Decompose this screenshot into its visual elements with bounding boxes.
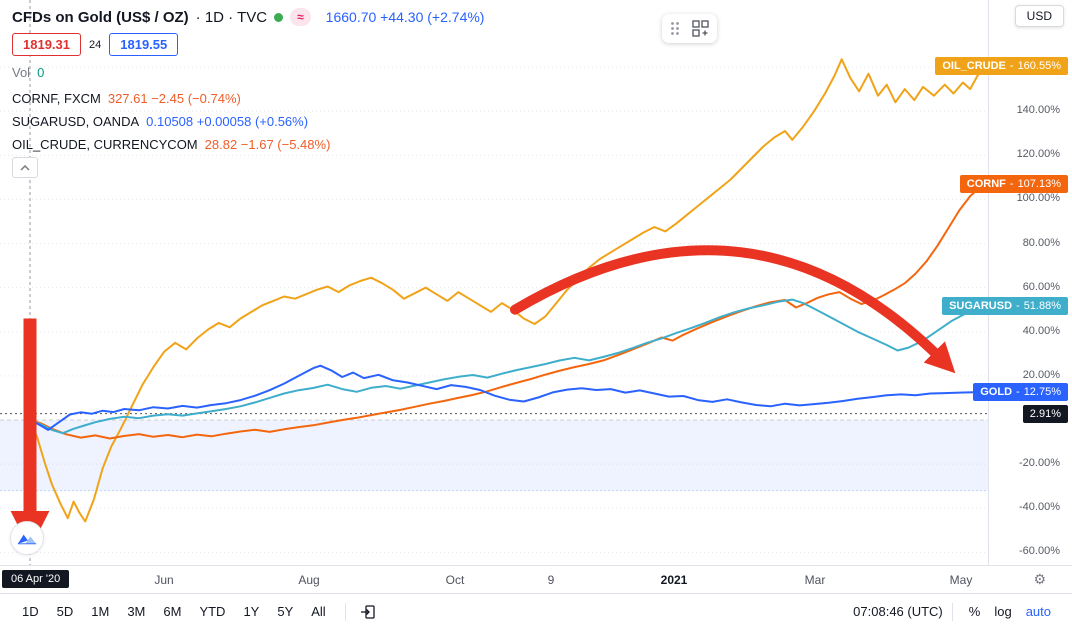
- price-axis-tick: 20.00%: [1022, 368, 1060, 381]
- series-line-cornf[interactable]: [29, 182, 986, 440]
- series-line-gold[interactable]: [29, 364, 986, 431]
- sell-price-button[interactable]: 1819.31: [12, 33, 81, 56]
- toolbar-divider: [344, 602, 346, 621]
- compare-row-sugarusd: SUGARUSD, OANDA 0.10508 +0.00058 (+0.56%…: [12, 114, 308, 129]
- range-button-5y[interactable]: 5Y: [269, 601, 301, 622]
- bottom-toolbar: 1D 5D 1M 3M 6M YTD 1Y 5Y All 07:08:46 (UTC) % lo…: [0, 593, 1072, 629]
- last-change: +44.30 (+2.74%): [380, 9, 485, 25]
- price-axis-tick: 40.00%: [1022, 324, 1060, 337]
- range-button-1m[interactable]: 1M: [83, 601, 117, 622]
- tradingview-logo-button[interactable]: [10, 521, 44, 555]
- range-button-all[interactable]: All: [303, 601, 333, 622]
- log-scale-button[interactable]: log: [987, 601, 1018, 622]
- chart-plot-area[interactable]: [0, 0, 988, 565]
- grip-dots-icon: [671, 22, 679, 35]
- last-quote: 1660.70 +44.30 (+2.74%): [326, 9, 485, 25]
- range-button-1y[interactable]: 1Y: [235, 601, 267, 622]
- time-axis-tick: May: [949, 573, 973, 587]
- time-axis-tick: Oct: [445, 573, 465, 587]
- baseline-band: [0, 420, 988, 491]
- compare-row-cornf: CORNF, FXCM 327.61 −2.45 (−0.74%): [12, 91, 241, 106]
- toolbar-divider: [951, 602, 953, 621]
- drag-handle[interactable]: [662, 14, 717, 43]
- time-axis-tick: 9: [547, 573, 555, 587]
- goto-date-icon: [360, 604, 375, 619]
- clock[interactable]: 07:08:46 (UTC): [853, 604, 943, 619]
- currency-toggle-button[interactable]: USD: [1014, 5, 1064, 27]
- range-button-6m[interactable]: 6M: [155, 601, 189, 622]
- buy-price-button[interactable]: 1819.55: [109, 33, 179, 56]
- range-button-ytd[interactable]: YTD: [191, 601, 233, 622]
- compare-symbol-name[interactable]: CORNF, FXCM: [12, 91, 101, 106]
- compare-symbol-name[interactable]: SUGARUSD, OANDA: [12, 114, 140, 129]
- chevron-up-icon: [20, 164, 30, 171]
- series-line-sugarusd[interactable]: [29, 298, 986, 435]
- volume-label: Vol: [12, 65, 31, 80]
- last-price: 1660.70: [325, 9, 377, 25]
- compare-row-oil-crude: OIL_CRUDE, CURRENCYCOM 28.82 −1.67 (−5.4…: [12, 137, 330, 152]
- mountains-logo-icon: [17, 534, 37, 545]
- price-axis-tick: 140.00%: [1016, 104, 1060, 117]
- volume-value: 0: [37, 65, 45, 80]
- price-axis-tick: 120.00%: [1016, 148, 1060, 161]
- range-button-3m[interactable]: 3M: [119, 601, 153, 622]
- auto-scale-button[interactable]: auto: [1019, 601, 1058, 622]
- price-axis-tick: 80.00%: [1022, 236, 1060, 249]
- price-axis-tick: 100.00%: [1016, 192, 1060, 205]
- delayed-data-icon[interactable]: ≈: [290, 8, 311, 26]
- time-axis[interactable]: 06 Apr '20 ⚙ Jun Aug Oct 9 2021 Mar May: [0, 565, 1072, 593]
- toolbar-right-group: 07:08:46 (UTC) % log auto: [853, 601, 1058, 622]
- crosshair-date-tag: 06 Apr '20: [2, 570, 70, 588]
- date-range-buttons: 1D 5D 1M 3M 6M YTD 1Y 5Y All: [14, 601, 336, 622]
- axis-settings-gear-icon[interactable]: ⚙: [1033, 571, 1046, 587]
- layout-grid-icon[interactable]: [692, 20, 709, 37]
- time-axis-tick: Mar: [804, 573, 826, 587]
- time-axis-tick: 2021: [660, 573, 688, 587]
- range-button-5d[interactable]: 5D: [49, 601, 82, 622]
- price-axis-tick: 160.00%: [1016, 60, 1060, 73]
- percent-scale-button[interactable]: %: [962, 601, 988, 622]
- price-axis-tick: -40.00%: [1019, 501, 1060, 514]
- compare-symbol-values: 327.61 −2.45 (−0.74%): [107, 91, 241, 106]
- range-button-1d[interactable]: 1D: [14, 601, 47, 622]
- symbol-title[interactable]: CFDs on Gold (US$ / OZ): [12, 8, 189, 26]
- price-axis-tick: -20.00%: [1019, 457, 1060, 470]
- goto-date-button[interactable]: [355, 601, 381, 623]
- market-open-dot-icon[interactable]: [274, 12, 284, 22]
- time-axis-tick: Jun: [154, 573, 174, 587]
- drawing-arrow-curved[interactable]: [510, 245, 956, 374]
- symbol-interval-exchange[interactable]: · 1D · TVC: [195, 8, 268, 26]
- series-line-oil_crude[interactable]: [29, 58, 986, 523]
- compare-symbol-name[interactable]: OIL_CRUDE, CURRENCYCOM: [12, 137, 198, 152]
- compare-symbol-values: 28.82 −1.67 (−5.48%): [204, 137, 331, 152]
- price-axis-tick: 60.00%: [1022, 280, 1060, 293]
- spread-value: 24: [89, 38, 102, 51]
- time-axis-tick: Aug: [298, 573, 320, 587]
- price-axis-tick: -60.00%: [1019, 545, 1060, 558]
- compare-symbol-values: 0.10508 +0.00058 (+0.56%): [146, 114, 309, 129]
- collapse-legend-button[interactable]: [12, 157, 38, 178]
- chart-canvas: [0, 0, 988, 565]
- price-axis[interactable]: 160.00% 140.00% 120.00% 100.00% 80.00% 60.00%…: [988, 0, 1072, 565]
